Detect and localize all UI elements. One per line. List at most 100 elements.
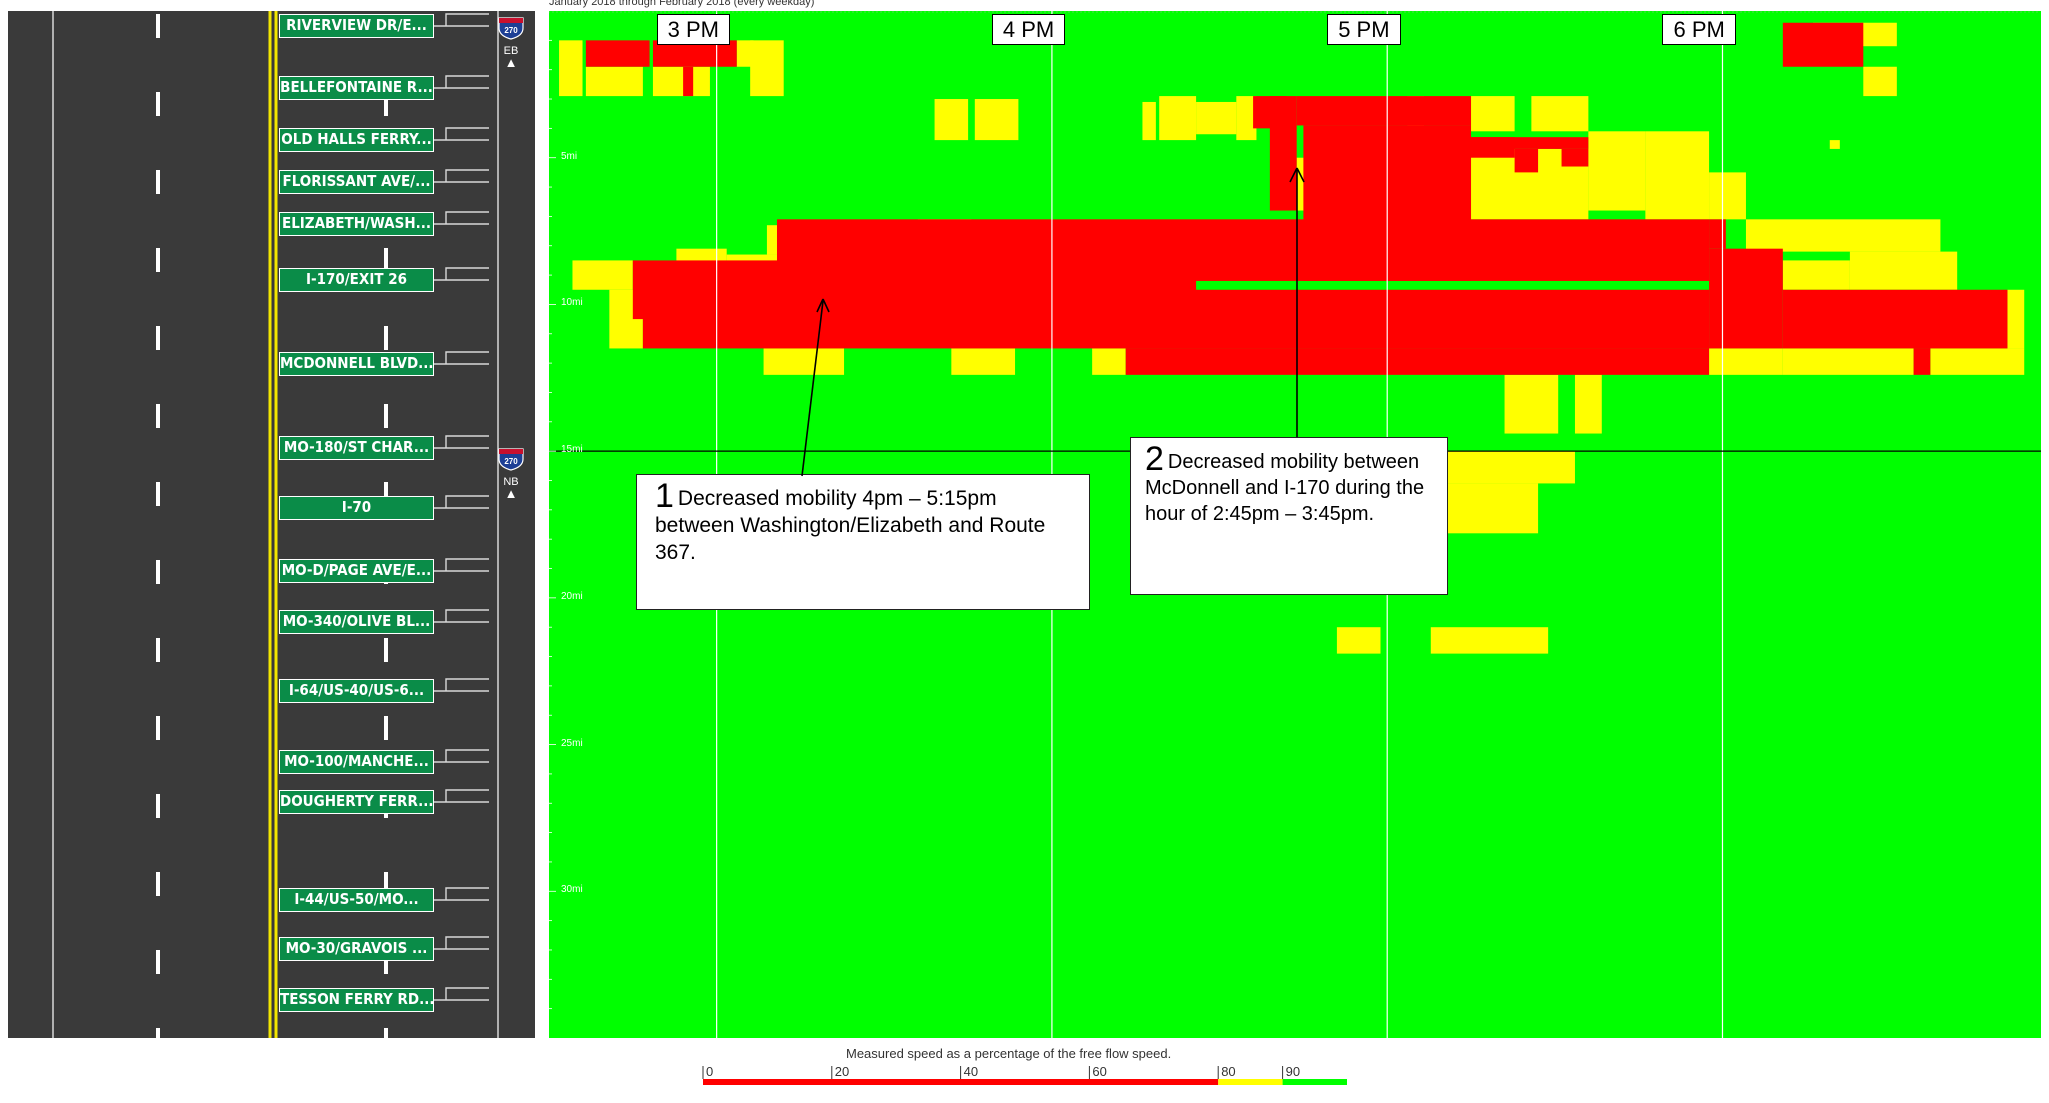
- exit-sign[interactable]: DOUGHERTY FERR...: [279, 790, 434, 814]
- ramp-connector: [434, 987, 489, 1001]
- exit-sign[interactable]: I-44/US-50/MO...: [279, 888, 434, 912]
- ramp-connector: [434, 789, 489, 803]
- svg-text:270: 270: [504, 26, 518, 35]
- mile-tick-label: 10mi: [561, 297, 583, 309]
- mile-tick-label: 5mi: [561, 150, 578, 162]
- callout-number: 2: [1145, 440, 1164, 478]
- heatmap-cell-yellow: [1709, 348, 1783, 375]
- interstate-shield-icon: 270: [498, 17, 524, 40]
- heatmap-cell-yellow: [1782, 348, 1914, 375]
- heatmap-cell-yellow: [676, 248, 727, 264]
- exit-sign[interactable]: RIVERVIEW DR/E...: [279, 14, 434, 38]
- exit-sign[interactable]: I-170/EXIT 26: [279, 268, 434, 292]
- ramp-connector: [434, 169, 489, 183]
- ramp-connector: [434, 75, 489, 89]
- heatmap-cell-red: [585, 40, 650, 67]
- ramp-connector: [434, 127, 489, 141]
- mile-tick-label: 30mi: [561, 884, 583, 896]
- heatmap-cell-red: [1913, 348, 1931, 375]
- time-tick-label: 4 PM: [991, 14, 1066, 45]
- heatmap-cell-yellow: [1481, 157, 1508, 211]
- direction-label: EB: [503, 45, 519, 57]
- heatmap-cell-yellow: [736, 40, 754, 67]
- ramp-connector: [434, 936, 489, 950]
- exit-sign[interactable]: TESSON FERRY RD...: [279, 988, 434, 1012]
- up-arrow-icon: ▲: [504, 55, 518, 70]
- callout-1: 1 Decreased mobility 4pm – 5:15pm between…: [636, 474, 1090, 610]
- heatmap-cell-red: [1125, 348, 1710, 375]
- heatmap-cell-red: [1296, 96, 1472, 126]
- svg-text:270: 270: [504, 457, 518, 466]
- ramp-connector: [434, 211, 489, 225]
- exit-sign[interactable]: MO-100/MANCHE...: [279, 750, 434, 774]
- exit-sign[interactable]: I-64/US-40/US-6...: [279, 679, 434, 703]
- legend-tick-label: 20: [834, 1064, 850, 1079]
- heatmap-cell-yellow: [1142, 101, 1156, 141]
- heatmap-cell-yellow: [1849, 251, 1958, 290]
- mile-tick-label: 20mi: [561, 590, 583, 602]
- interstate-shield-icon: 270: [498, 448, 524, 471]
- heatmap-cell-yellow: [1930, 348, 2025, 375]
- legend-title: Measured speed as a percentage of the fr…: [846, 1046, 1172, 1061]
- ramp-connector: [434, 678, 489, 692]
- heatmap-cell-red: [1561, 148, 1589, 167]
- up-arrow-icon: ▲: [504, 486, 518, 501]
- legend-tick-label: 40: [963, 1064, 979, 1079]
- heatmap-cell-yellow: [1236, 96, 1257, 141]
- exit-sign[interactable]: BELLEFONTAINE R...: [279, 76, 434, 100]
- exit-sign[interactable]: MCDONNELL BLVD...: [279, 352, 434, 376]
- ramp-connector: [434, 495, 489, 509]
- exit-sign[interactable]: MO-180/ST CHAR...: [279, 436, 434, 460]
- heatmap-cell-yellow: [1196, 101, 1237, 135]
- heatmap-cell-red: [1269, 96, 1297, 211]
- heatmap-cell-yellow: [750, 40, 784, 97]
- direction-label: NB: [503, 476, 519, 488]
- heatmap-cell-red: [1709, 219, 1726, 249]
- mile-tick-label: 25mi: [561, 737, 583, 749]
- heatmap-cell-red: [1782, 22, 1864, 67]
- heatmap-cell-red: [1434, 137, 1589, 149]
- heatmap-cell-yellow: [1645, 131, 1710, 220]
- ramp-connector: [434, 558, 489, 572]
- ramp-connector: [434, 609, 489, 623]
- legend-tick-label: 90: [1285, 1064, 1301, 1079]
- time-tick-label: 5 PM: [1327, 14, 1401, 45]
- ramp-connector: [434, 267, 489, 281]
- heatmap-cell-yellow: [974, 99, 1019, 141]
- exit-sign[interactable]: ELIZABETH/WASH...: [279, 212, 434, 236]
- callout-text: Decreased mobility 4pm – 5:15pm between …: [655, 487, 1046, 564]
- heatmap-cell-yellow: [1092, 348, 1126, 375]
- ramp-connector: [434, 435, 489, 449]
- heatmap-cell-yellow: [1574, 374, 1602, 434]
- route-shield-nb: 270 NB ▲: [496, 447, 526, 501]
- heatmap-cell-red: [1514, 148, 1539, 173]
- heatmap-cell-red: [1709, 248, 1783, 349]
- heatmap-cell-yellow: [934, 99, 969, 141]
- time-tick-label: 3 PM: [656, 14, 730, 45]
- exit-sign[interactable]: I-70: [279, 496, 434, 520]
- heatmap-cell-yellow: [1531, 96, 1589, 132]
- heatmap-cell-red: [1782, 289, 2008, 349]
- exit-sign[interactable]: MO-D/PAGE AVE/E...: [279, 559, 434, 583]
- exit-sign[interactable]: FLORISSANT AVE/...: [279, 170, 434, 194]
- heatmap-cell-yellow: [1782, 260, 1850, 290]
- exit-sign[interactable]: MO-30/GRAVOIS ...: [279, 937, 434, 961]
- time-tick-label: 6 PM: [1662, 14, 1736, 45]
- heatmap-cell-yellow: [1336, 627, 1381, 654]
- heatmap-cell-yellow: [951, 348, 1016, 375]
- legend-tick-label: 0: [706, 1064, 714, 1079]
- legend-tick-label: 80: [1221, 1064, 1236, 1079]
- ramp-connector: [434, 887, 489, 901]
- callout-text: Decreased mobility between McDonnell and…: [1145, 451, 1425, 525]
- ramp-connector: [434, 749, 489, 763]
- heatmap-cell-yellow: [2007, 289, 2025, 349]
- heatmap-cell-yellow: [1709, 172, 1746, 220]
- heatmap-cell-yellow: [1471, 96, 1515, 132]
- route-shield-eb: 270 EB ▲: [496, 16, 526, 70]
- exit-sign[interactable]: OLD HALLS FERRY...: [279, 128, 434, 152]
- heatmap-cell-yellow: [1159, 96, 1197, 141]
- exit-sign[interactable]: MO-340/OLIVE BL...: [279, 610, 434, 634]
- chart-subtitle: January 2018 through February 2018 (ever…: [549, 0, 815, 8]
- heatmap-cell-yellow: [1829, 140, 1840, 149]
- heatmap-cell-red: [642, 289, 1710, 349]
